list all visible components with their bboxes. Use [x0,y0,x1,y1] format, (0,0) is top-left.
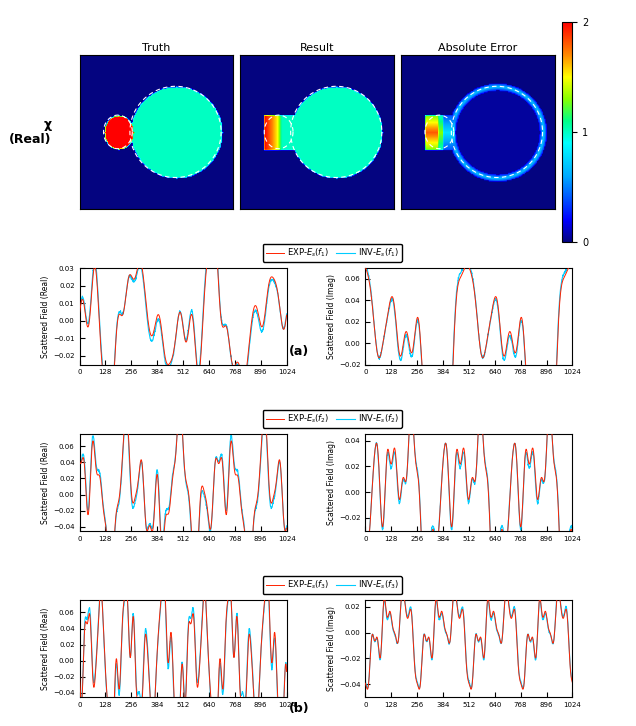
Y-axis label: Scattered Field (Real): Scattered Field (Real) [41,441,50,523]
Title: Absolute Error: Absolute Error [438,43,517,53]
Title: Result: Result [300,43,335,53]
Y-axis label: χ
(Real): χ (Real) [10,118,52,146]
Text: (a): (a) [289,345,309,358]
Y-axis label: Scattered Field (Real): Scattered Field (Real) [41,608,50,690]
Title: Truth: Truth [142,43,170,53]
Y-axis label: Scattered Field (Imag): Scattered Field (Imag) [327,440,336,525]
Legend: EXP-$E_s$($f_1$), INV-$E_s$($f_1$): EXP-$E_s$($f_1$), INV-$E_s$($f_1$) [263,244,402,262]
Y-axis label: Scattered Field (Real): Scattered Field (Real) [41,275,50,357]
Text: (b): (b) [289,702,309,715]
Legend: EXP-$E_s$($f_3$), INV-$E_s$($f_3$): EXP-$E_s$($f_3$), INV-$E_s$($f_3$) [263,576,402,595]
Legend: EXP-$E_s$($f_2$), INV-$E_s$($f_2$): EXP-$E_s$($f_2$), INV-$E_s$($f_2$) [263,409,402,428]
Y-axis label: Scattered Field (Imag): Scattered Field (Imag) [327,274,336,359]
Y-axis label: Scattered Field (Imag): Scattered Field (Imag) [327,606,336,691]
